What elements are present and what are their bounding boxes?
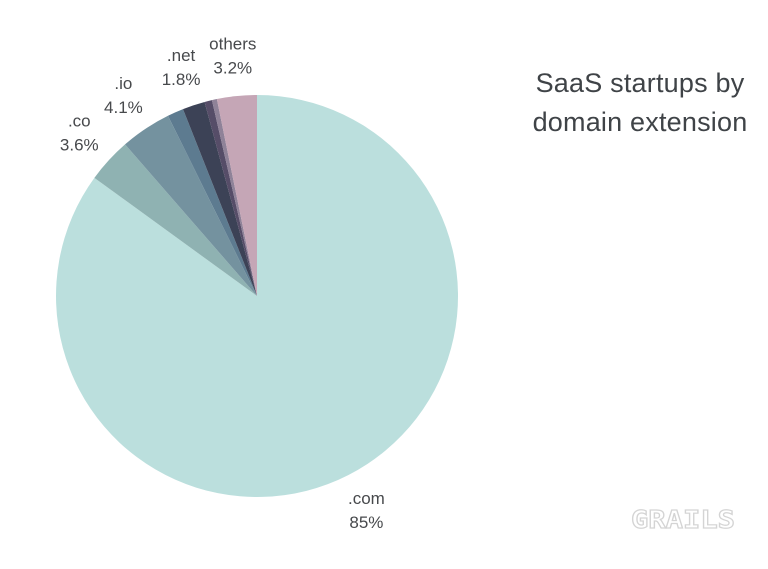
chart-title-line1: SaaS startups by (535, 68, 745, 98)
chart-title: SaaS startups by domain extension (500, 64, 768, 142)
chart-title-line2: domain extension (532, 107, 748, 137)
grails-logo-text: GRAILS (631, 505, 735, 534)
pie-slice-net (183, 101, 257, 297)
pie-slice-unlabeled (168, 109, 257, 296)
slice-percent-others: 3.2% (213, 59, 252, 78)
slice-percent-io: 4.1% (104, 98, 143, 117)
pie-slice-com (56, 95, 459, 497)
slice-name-co: .co (68, 112, 91, 131)
grails-logo: GRAILS (630, 504, 735, 534)
slice-percent-co: 3.6% (60, 136, 99, 155)
slice-percent-com: 85% (349, 513, 383, 532)
pie-slice-unlabeled (204, 100, 257, 297)
slice-name-others: others (209, 35, 256, 54)
pie-slice-io (125, 115, 257, 296)
pie-slice-co (94, 144, 257, 296)
pie-slice-unlabeled (211, 99, 257, 296)
pie-slice-others (216, 95, 257, 296)
slice-name-net: .net (167, 46, 196, 65)
slice-name-io: .io (114, 74, 132, 93)
slice-name-com: .com (348, 489, 385, 508)
slice-percent-net: 1.8% (162, 70, 201, 89)
